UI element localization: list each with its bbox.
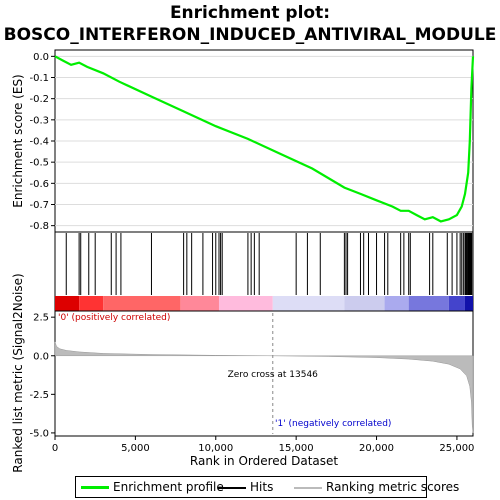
es-y-tick-label: 0.0 [33, 52, 49, 63]
x-tick-label: 10,000 [198, 443, 233, 454]
zero-cross-label: Zero cross at 13546 [228, 370, 319, 380]
es-y-tick-label: -0.8 [29, 221, 49, 232]
color-bar-segment [384, 296, 409, 311]
legend-swatch-hits [218, 486, 246, 489]
es-y-axis-label: Enrichment score (ES) [11, 74, 25, 207]
color-bar-segment [218, 296, 273, 311]
color-bar-segment [79, 296, 104, 311]
color-bar-segment [55, 296, 80, 311]
legend-label-enrichment: Enrichment profile [113, 480, 224, 494]
ranking-metric-area [54, 341, 474, 433]
x-tick-label: 15,000 [279, 443, 314, 454]
enrichment-profile-line [54, 55, 475, 223]
legend-item-ranking: Ranking metric scores [294, 480, 459, 494]
legend: Enrichment profile Hits Ranking metric s… [75, 476, 459, 498]
legend-swatch-enrichment [81, 486, 109, 489]
es-y-tick-label: -0.7 [29, 200, 49, 211]
es-y-tick-label: -0.2 [29, 94, 49, 105]
metric-y-axis-label: Ranked list metric (Signal2Noise) [11, 273, 25, 472]
chart-title-line1: Enrichment plot: [169, 3, 331, 23]
es-y-ticks: 0.0 -0.1 -0.2 -0.3 -0.4 -0.5 -0.6 -0.7 -0.8 [29, 52, 55, 232]
metric-y-ticks: 2.5 0.0 -2.5 -5.0 [29, 313, 55, 439]
es-gridlines [55, 55, 473, 227]
x-axis-ticks: 0 5,000 10,000 15,000 20,000 25,000 [52, 436, 474, 454]
metric-y-tick-label: 2.5 [33, 313, 49, 324]
color-bar-segment [344, 296, 385, 311]
x-tick-label: 20,000 [359, 443, 394, 454]
metric-panel-frame [54, 310, 474, 437]
es-y-tick-label: -0.4 [29, 137, 49, 148]
metric-y-tick-label: -2.5 [29, 390, 49, 401]
x-tick-label: 25,000 [439, 443, 474, 454]
color-bar-segment [103, 296, 181, 311]
es-y-tick-label: -0.5 [29, 158, 49, 169]
hit-markers [65, 233, 473, 295]
x-tick-label: 5,000 [121, 443, 150, 454]
x-axis-label: Rank in Ordered Dataset [190, 454, 338, 468]
color-bar-segment [464, 296, 473, 311]
metric-y-tick-label: 0.0 [33, 351, 49, 362]
es-y-tick-label: -0.6 [29, 179, 49, 190]
legend-item-enrichment: Enrichment profile [81, 480, 224, 494]
color-bar-segment [408, 296, 449, 311]
rank-color-bar [55, 296, 473, 311]
color-bar-segment [272, 296, 345, 311]
negative-correlation-label: '1' (negatively correlated) [275, 419, 391, 429]
legend-label-ranking: Ranking metric scores [326, 480, 460, 494]
legend-item-hits: Hits [218, 480, 273, 494]
metric-y-tick-label: -5.0 [29, 428, 49, 439]
legend-label-hits: Hits [250, 480, 274, 494]
es-y-tick-label: -0.3 [29, 115, 49, 126]
color-bar-segment [448, 296, 465, 311]
positive-correlation-label: '0' (positively correlated) [58, 313, 170, 323]
x-tick-label: 0 [52, 443, 58, 454]
es-y-tick-label: -0.1 [29, 73, 49, 84]
color-bar-segment [180, 296, 219, 311]
chart-title-line2: BOSCO_INTERFERON_INDUCED_ANTIVIRAL_MODUL… [3, 25, 497, 45]
legend-swatch-ranking [294, 486, 322, 489]
